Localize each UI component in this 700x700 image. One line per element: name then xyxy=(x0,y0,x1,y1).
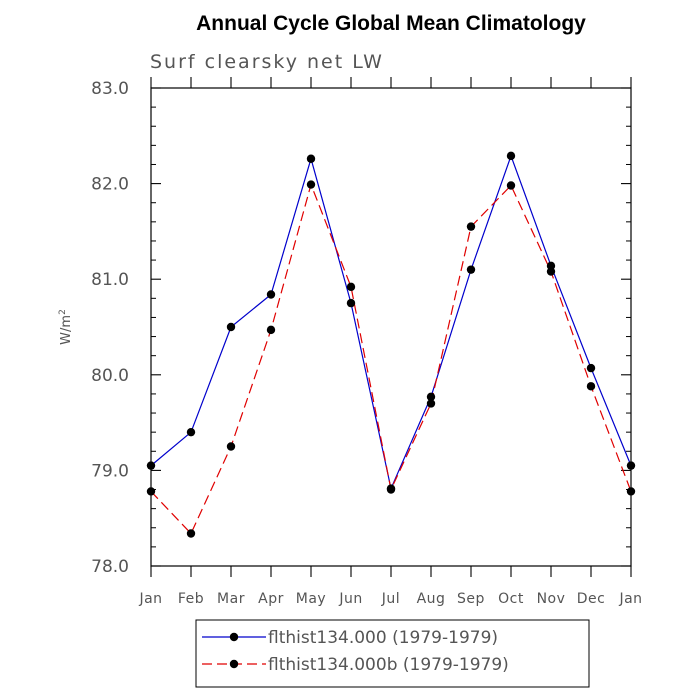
y-tick-label: 78.0 xyxy=(91,557,129,577)
series-1-point xyxy=(466,265,476,274)
x-tick-label: Apr xyxy=(258,591,284,607)
y-tick-label: 80.0 xyxy=(91,366,129,386)
series-1-point xyxy=(586,363,596,373)
y-tick-label: 83.0 xyxy=(91,79,129,99)
legend-label-1: flthist134.000 (1979-1979) xyxy=(268,628,498,648)
x-tick-label: Jan xyxy=(618,591,642,607)
series-1-point xyxy=(506,151,516,161)
series-1-point xyxy=(266,290,276,299)
x-tick-label: May xyxy=(296,591,326,607)
series-1-point xyxy=(186,427,196,437)
series-2-point xyxy=(586,382,596,391)
y-axis-label-superscript: 2 xyxy=(58,309,68,315)
series-2-point xyxy=(226,442,236,451)
series-2-point xyxy=(506,181,516,190)
series-2-point xyxy=(546,267,556,276)
series-line-2 xyxy=(150,182,632,535)
x-tick-label: Feb xyxy=(178,591,204,607)
legend-marker-1 xyxy=(229,632,239,642)
series-2-point xyxy=(186,529,196,538)
series-layer xyxy=(146,151,636,538)
series-1-point xyxy=(146,461,156,470)
x-tick-label: Sep xyxy=(457,591,485,607)
series-1-point xyxy=(626,461,636,470)
axes: 78.0 79.0 80.0 81.0 82.0 83.0 Jan Feb Mar Apr May J… xyxy=(91,77,642,607)
x-tick-label: Oct xyxy=(498,591,524,607)
legend-marker-2 xyxy=(229,659,239,669)
series-line-1 xyxy=(150,154,632,491)
legend-label-2: flthist134.000b (1979-1979) xyxy=(268,655,509,675)
series-2-point xyxy=(426,399,436,408)
series-2-point xyxy=(266,325,276,335)
x-tick-label: Aug xyxy=(417,591,446,607)
x-tick-label: Dec xyxy=(577,591,606,607)
x-tick-label: Jun xyxy=(338,591,362,607)
x-tick-label: Mar xyxy=(217,591,245,607)
series-2-point xyxy=(386,485,396,494)
x-tick-label: Nov xyxy=(537,591,566,607)
y-tick-label: 81.0 xyxy=(91,270,129,290)
plot-frame xyxy=(150,87,632,567)
series-1-point xyxy=(306,154,316,163)
series-2-point xyxy=(466,222,476,231)
series-1-point xyxy=(426,392,436,401)
series-1-point xyxy=(226,322,236,332)
x-tick-label: Jul xyxy=(381,591,400,607)
series-2-point xyxy=(146,487,156,496)
y-tick-label: 82.0 xyxy=(91,175,129,195)
y-axis-label-text: W/m xyxy=(59,315,74,345)
series-1-point xyxy=(346,298,356,308)
legend: flthist134.000 (1979-1979) flthist134.000… xyxy=(195,619,590,688)
y-tick-label: 79.0 xyxy=(91,461,129,481)
chart-title: Annual Cycle Global Mean Climatology xyxy=(196,12,586,35)
x-tick-label: Jan xyxy=(138,591,162,607)
y-axis-label: W/m2 xyxy=(58,309,74,345)
series-2-point xyxy=(626,487,636,496)
series-2-point xyxy=(346,282,356,292)
legend-box xyxy=(195,619,590,688)
series-2-point xyxy=(306,180,316,189)
chart-subtitle: Surf clearsky net LW xyxy=(150,51,384,73)
